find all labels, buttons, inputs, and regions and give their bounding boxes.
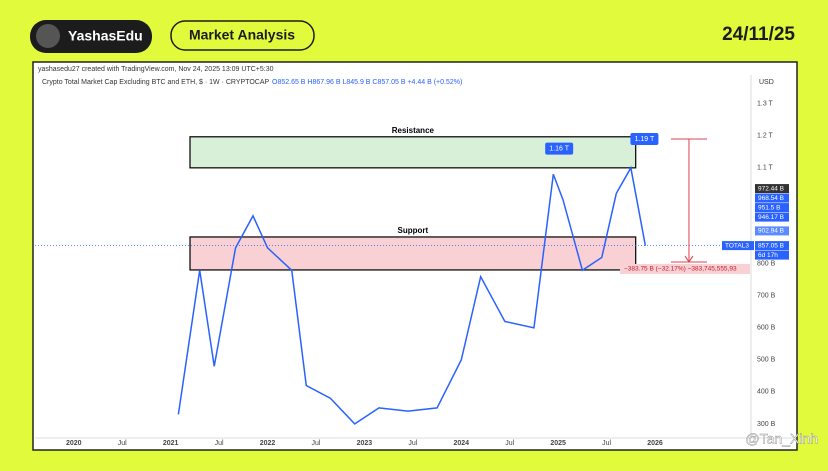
countdown-tag [755, 250, 789, 260]
x-tick-label: 2022 [260, 440, 276, 447]
price-tag [755, 184, 789, 194]
price-tag-label: 951.5 B [758, 204, 780, 211]
price-tag [755, 203, 789, 213]
x-tick-label: 2026 [647, 440, 663, 447]
title-pill [170, 20, 315, 51]
price-tag [755, 241, 789, 251]
zone [189, 236, 637, 271]
x-tick-label: 2021 [163, 440, 179, 447]
y-tick-label: 400 B [757, 389, 776, 396]
y-tick-label: 1.2 T [757, 133, 774, 140]
x-tick-label: Jul [505, 440, 514, 447]
y-tick-label: 1.1 T [757, 165, 774, 172]
measure-arrow [684, 255, 694, 263]
y-tick-label: 700 B [757, 293, 776, 300]
x-tick-label: Jul [311, 440, 320, 447]
x-tick-label: Jul [215, 440, 224, 447]
x-tick-label: 2020 [66, 440, 82, 447]
price-tag [755, 212, 789, 222]
date: 24/11/25 [722, 24, 795, 45]
countdown: 6d 17h [758, 252, 778, 259]
peak-label: 1.19 T [635, 136, 655, 143]
peak-tag [630, 133, 659, 146]
x-tick-label: Jul [408, 440, 417, 447]
y-tick-label: 600 B [757, 325, 776, 332]
price-line [177, 165, 647, 425]
brand: YashasEdu [68, 28, 143, 44]
x-tick-label: 2024 [453, 440, 469, 447]
watermark: @Tan_Xinh [745, 431, 818, 447]
symbol-tag [722, 241, 754, 251]
measure-box [620, 263, 750, 274]
zone-label: Support [398, 226, 429, 235]
zone-label: Resistance [392, 126, 435, 135]
symbol-label: TOTAL3 [725, 242, 749, 249]
x-tick-label: 2025 [550, 440, 566, 447]
x-tick-label: Jul [602, 440, 611, 447]
peak-label: 1.16 T [549, 145, 569, 152]
price-tag-label: 968.54 B [758, 195, 784, 202]
price-tag-label: 902.94 B [758, 228, 784, 235]
avatar [36, 24, 60, 48]
peak-tag [545, 142, 574, 155]
y-tick-label: 300 B [757, 421, 776, 428]
price-tag-label: 972.44 B [758, 185, 784, 192]
price-tag-label: 857.05 B [758, 242, 784, 249]
chart-subtitle: yashasedu27 created with TradingView.com… [38, 66, 274, 73]
measure-label: −383.75 B (−32.17%) −383,745,555,93 [624, 266, 737, 273]
currency: USD [759, 79, 774, 86]
price-tag [755, 226, 789, 236]
ohlc: O852.65 B H867.96 B L845.9 B C857.05 B +… [272, 79, 462, 86]
x-tick-label: 2023 [357, 440, 373, 447]
y-tick-label: 800 B [757, 261, 776, 268]
x-tick-label: Jul [118, 440, 127, 447]
y-tick-label: 500 B [757, 357, 776, 364]
chart-title: Crypto Total Market Cap Excluding BTC an… [42, 79, 270, 86]
price-tag [755, 193, 789, 203]
brand-pill [30, 20, 152, 53]
post-title: Market Analysis [189, 27, 295, 43]
price-tag-label: 946.17 B [758, 214, 784, 221]
y-tick-label: 1.3 T [757, 101, 774, 108]
